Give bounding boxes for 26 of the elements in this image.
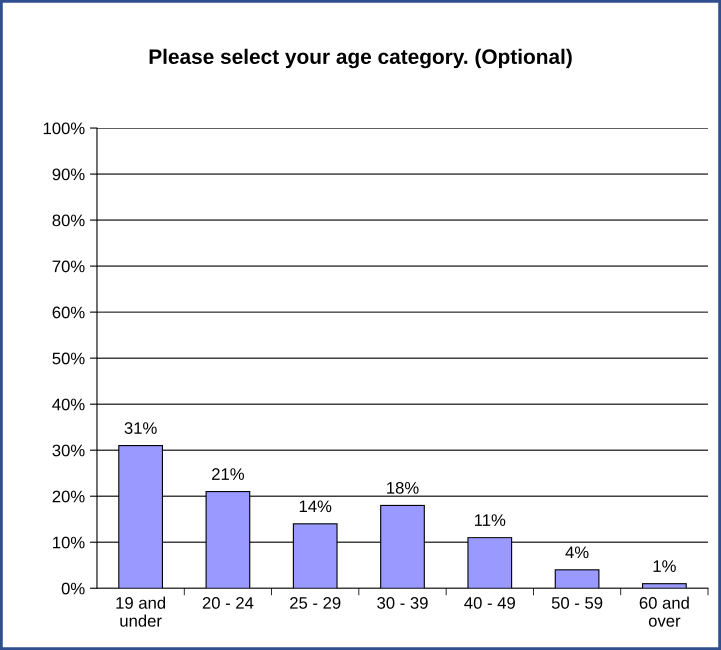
y-tick-label: 50% [52,352,85,364]
x-tick-label: 19 and under [116,596,166,627]
x-tick-label: 30 - 39 [377,597,428,609]
x-tick-label: 20 - 24 [202,597,254,609]
data-label: 11% [475,514,506,526]
data-label: 21% [212,468,244,480]
x-tick-label: 50 - 59 [552,597,602,609]
x-tick-label: 60 and over [640,596,689,627]
y-tick-label: 30% [52,444,85,456]
y-tick-label: 40% [52,398,85,410]
data-label: 31% [124,422,157,434]
y-tick-label: 10% [53,536,85,548]
data-label: 18% [387,482,419,494]
data-label: 4% [565,546,589,558]
x-tick-label: 25 - 29 [290,597,340,609]
y-tick-label: 20% [52,490,85,502]
chart-title: Please select your age category. (Optional) [150,48,572,68]
y-tick-label: 100% [44,122,85,134]
y-tick-label: 60% [52,306,85,318]
data-label: 1% [654,560,676,572]
data-label: 14% [300,500,332,512]
x-tick-label: 40 - 49 [464,597,515,609]
y-tick-label: 90% [52,168,85,180]
y-tick-label: 80% [52,214,85,226]
y-tick-label: 0% [62,582,85,594]
y-tick-label: 70% [52,260,85,272]
